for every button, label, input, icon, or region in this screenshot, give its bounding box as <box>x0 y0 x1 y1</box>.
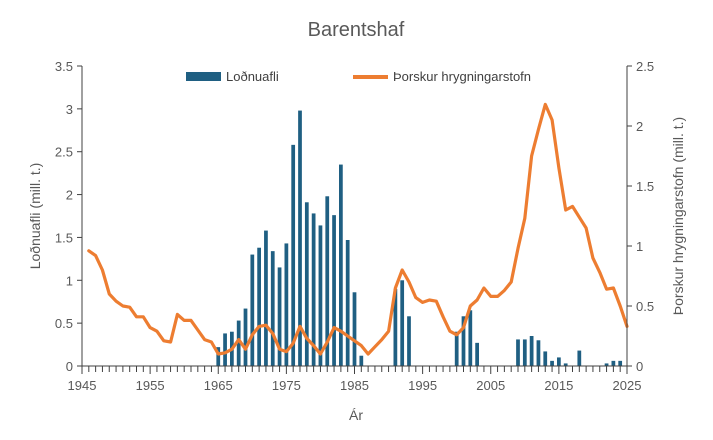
bar-1992 <box>400 280 405 366</box>
legend-label-lodnuafli: Loðnuafli <box>226 69 279 84</box>
bar-2000 <box>454 331 459 366</box>
left-tick-label: 3 <box>66 102 73 117</box>
bar-1968 <box>236 320 241 366</box>
bar-1969 <box>243 308 248 366</box>
bar-2016 <box>563 363 568 366</box>
bar-2024 <box>618 360 623 366</box>
bar-2001 <box>461 316 466 366</box>
left-tick-label: 2.5 <box>55 145 73 160</box>
bar-2014 <box>550 360 554 366</box>
bar-2010 <box>522 339 527 366</box>
bar-1993 <box>407 316 411 366</box>
bar-1978 <box>304 202 309 366</box>
bar-series-lodnuafli <box>216 110 623 366</box>
right-tick-label: 2.5 <box>636 59 654 74</box>
bar-2015 <box>557 357 561 366</box>
left-axis-tick-labels: 0 0.5 1 1.5 2 2.5 3 3.5 <box>55 59 73 374</box>
bar-1985 <box>352 292 357 366</box>
left-tick-label: 1 <box>66 273 73 288</box>
x-tick-label: 2025 <box>613 378 642 393</box>
legend-swatch-lodnuafli <box>186 72 221 81</box>
x-tick-label: 1945 <box>68 378 97 393</box>
bar-1966 <box>223 333 227 366</box>
bar-1971 <box>257 247 261 366</box>
right-axis-tick-labels: 0 0.5 1 1.5 2 2.5 <box>636 59 654 374</box>
line-series-thorskur <box>87 102 629 356</box>
bar-2003 <box>475 342 479 366</box>
bar-1982 <box>332 215 336 366</box>
left-tick-label: 0.5 <box>55 316 73 331</box>
x-axis-tick-labels: 1945 1955 1965 1975 1985 1995 2005 2015 2025 <box>68 378 642 393</box>
right-tick-label: 2 <box>636 119 643 134</box>
bar-1983 <box>339 164 343 366</box>
left-tick-label: 3.5 <box>55 59 73 74</box>
bar-2009 <box>516 339 520 366</box>
bar-1976 <box>291 144 296 366</box>
chart-title: Barentshaf <box>308 19 405 41</box>
line-thorskur <box>87 102 629 356</box>
x-tick-label: 2005 <box>476 378 505 393</box>
x-tick-label: 1985 <box>340 378 369 393</box>
bar-1981 <box>325 196 330 366</box>
left-tick-label: 2 <box>66 188 73 203</box>
bar-1974 <box>277 267 282 366</box>
bar-2023 <box>611 360 616 366</box>
bar-2002 <box>468 310 473 366</box>
left-axis-label: Loðnuafli (mill. t.) <box>27 163 43 270</box>
bar-1991 <box>393 288 398 366</box>
legend: Loðnuafli Þorskur hrygningarstofn <box>186 69 531 84</box>
x-tick-label: 1975 <box>272 378 301 393</box>
bar-1975 <box>284 243 289 366</box>
axes <box>77 65 632 374</box>
x-tick-label: 1995 <box>408 378 437 393</box>
legend-label-thorskur: Þorskur hrygningarstofn <box>393 69 531 84</box>
right-tick-label: 0.5 <box>636 299 654 314</box>
right-tick-label: 0 <box>636 359 643 374</box>
bar-1970 <box>250 254 255 366</box>
left-tick-label: 1.5 <box>55 230 73 245</box>
right-axis-label: Þorskur hrygningarstofn (mill. t.) <box>670 117 686 315</box>
bar-1972 <box>264 230 268 366</box>
x-axis-label: Ár <box>349 407 363 423</box>
right-tick-label: 1 <box>636 239 643 254</box>
bar-1977 <box>298 110 302 366</box>
bar-1986 <box>359 355 364 366</box>
bar-1965 <box>216 347 221 366</box>
bar-1979 <box>311 213 316 366</box>
left-tick-label: 0 <box>66 359 73 374</box>
bar-1980 <box>318 225 323 366</box>
bar-2018 <box>577 350 582 366</box>
right-tick-label: 1.5 <box>636 179 654 194</box>
x-tick-label: 2015 <box>544 378 573 393</box>
bar-1973 <box>270 251 275 366</box>
bar-2022 <box>604 363 609 366</box>
bar-2013 <box>543 351 548 366</box>
x-tick-label: 1965 <box>204 378 233 393</box>
bar-2011 <box>529 336 534 366</box>
bar-1984 <box>345 240 350 366</box>
x-tick-label: 1955 <box>136 378 165 393</box>
bar-2012 <box>536 340 541 366</box>
